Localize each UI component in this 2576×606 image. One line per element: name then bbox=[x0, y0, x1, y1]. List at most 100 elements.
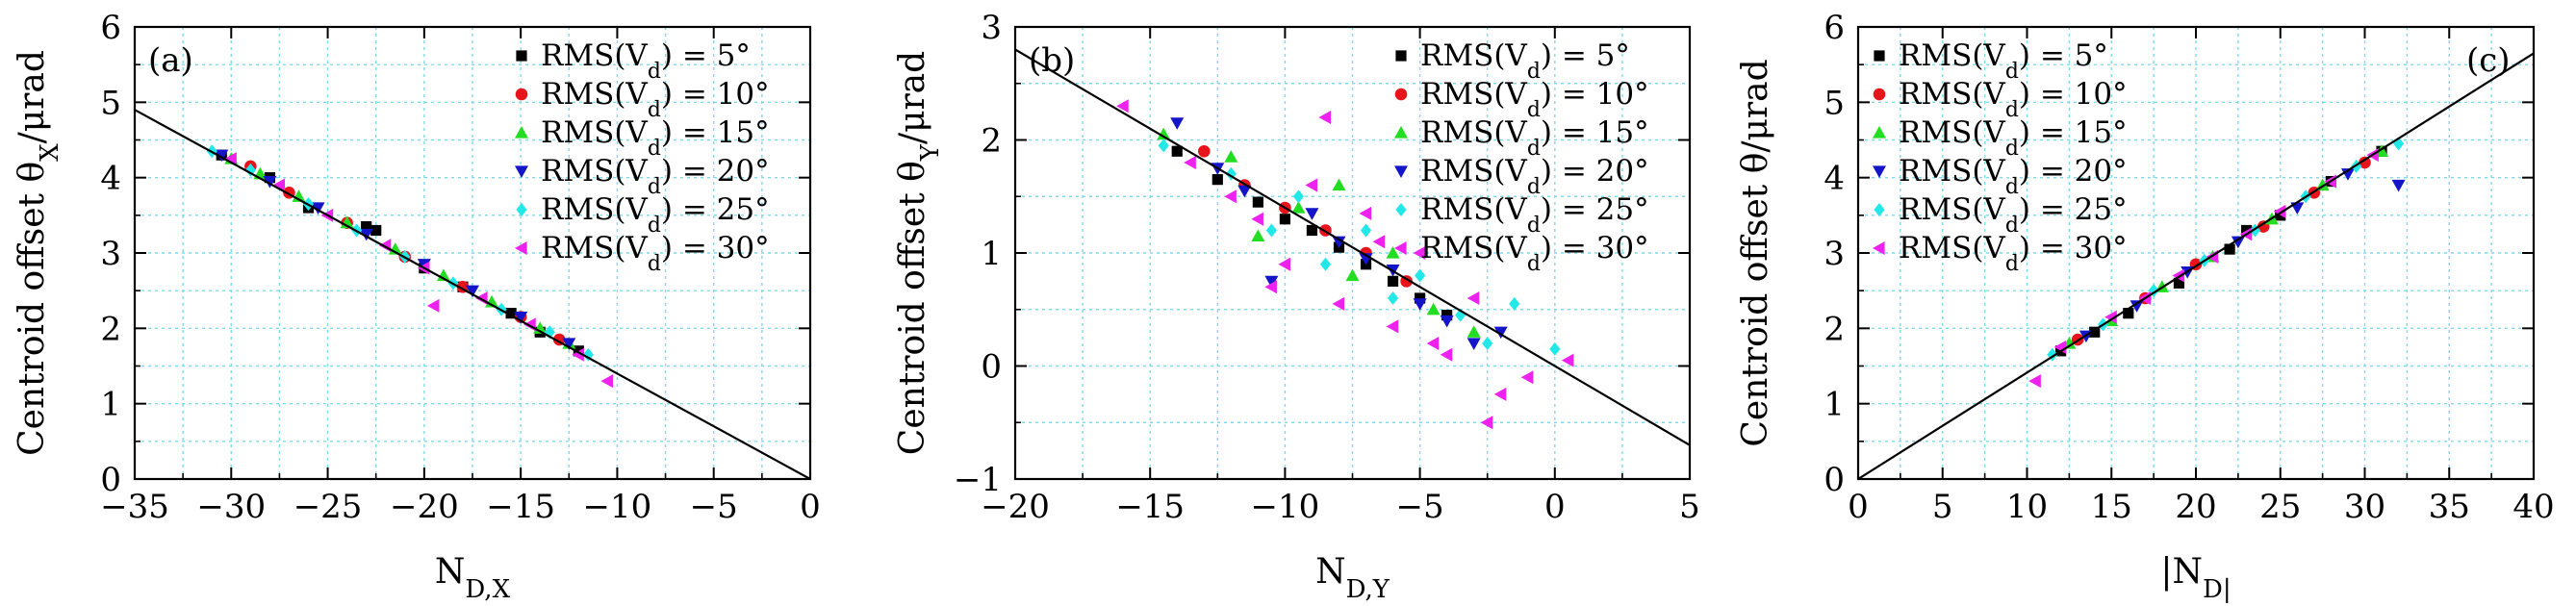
legend-marker bbox=[1395, 50, 1407, 62]
legend-label: RMS(Vd) = 30° bbox=[1420, 231, 1649, 276]
legend-marker bbox=[515, 165, 528, 178]
y-tick-label: 4 bbox=[100, 160, 121, 198]
series-4 bbox=[215, 149, 576, 350]
data-point bbox=[1211, 174, 1223, 186]
series-1 bbox=[1171, 145, 1453, 321]
data-point bbox=[1251, 229, 1265, 241]
x-tick-label: 20 bbox=[2175, 488, 2216, 526]
legend-marker bbox=[1874, 50, 1885, 62]
data-point bbox=[1415, 268, 1426, 283]
data-point bbox=[1332, 296, 1345, 311]
data-point bbox=[2359, 156, 2371, 169]
data-point bbox=[2104, 310, 2117, 324]
y-tick-label: 1 bbox=[1824, 386, 1845, 424]
data-point bbox=[1306, 224, 1318, 237]
y-tick-label: 6 bbox=[1824, 9, 1845, 47]
legend-marker bbox=[1874, 203, 1885, 216]
legend-label: RMS(Vd) = 25° bbox=[541, 192, 770, 238]
y-axis-label: Centroid offset θY/μrad bbox=[893, 51, 945, 455]
legend-marker bbox=[1394, 88, 1408, 101]
data-point bbox=[1197, 144, 1211, 158]
data-point bbox=[2275, 210, 2286, 221]
data-point bbox=[1440, 315, 1454, 328]
data-point bbox=[426, 298, 440, 313]
data-point bbox=[1413, 298, 1427, 311]
series-2 bbox=[1197, 144, 1413, 288]
legend-label: RMS(Vd) = 30° bbox=[1899, 231, 2128, 276]
data-point bbox=[2123, 308, 2134, 319]
data-point bbox=[505, 308, 517, 319]
legend-marker bbox=[515, 241, 527, 255]
legend-label: RMS(Vd) = 20° bbox=[1899, 154, 2128, 199]
data-point bbox=[2028, 374, 2041, 389]
legend-label: RMS(Vd) = 30° bbox=[541, 231, 770, 276]
data-point bbox=[1278, 257, 1290, 271]
panel-label: (a) bbox=[148, 41, 193, 80]
series-6 bbox=[1116, 99, 1574, 430]
legend-marker bbox=[1394, 241, 1407, 255]
data-point bbox=[1251, 212, 1263, 226]
x-tick-label: −30 bbox=[196, 488, 266, 526]
data-point bbox=[1157, 127, 1171, 140]
data-layer bbox=[1858, 52, 2534, 479]
data-point bbox=[466, 285, 479, 298]
grid bbox=[1015, 27, 1690, 479]
x-tick-label: −15 bbox=[1115, 488, 1185, 526]
data-point bbox=[311, 202, 325, 215]
chart-panel-a: −35 −30 −25 −20 −15 −10 −5 0 0 1 2 3 4 5 6 ND,X Centroid… bbox=[13, 9, 821, 604]
x-axis-label: |ND| bbox=[2160, 552, 2231, 604]
data-point bbox=[215, 149, 229, 163]
x-tick-label: 5 bbox=[1679, 488, 1700, 526]
legend-marker bbox=[1394, 126, 1408, 139]
data-point bbox=[582, 347, 594, 362]
data-point bbox=[1493, 387, 1507, 401]
data-point bbox=[1467, 325, 1481, 338]
data-point bbox=[2273, 204, 2286, 218]
legend: RMS(Vd) = 5°RMS(Vd) = 10°RMS(Vd) = 15°RM… bbox=[515, 38, 770, 276]
data-point bbox=[1319, 257, 1332, 271]
data-point bbox=[600, 374, 613, 389]
data-point bbox=[1224, 150, 1238, 163]
grid bbox=[1858, 27, 2534, 479]
data-point bbox=[1332, 236, 1346, 249]
x-tick-label: −5 bbox=[690, 488, 738, 526]
series-3 bbox=[1157, 127, 1481, 338]
y-tick-label: 2 bbox=[100, 310, 121, 348]
data-point bbox=[1482, 337, 1493, 350]
x-tick-label: −20 bbox=[390, 488, 459, 526]
data-point bbox=[263, 175, 277, 189]
y-tick-label: 1 bbox=[981, 235, 1002, 273]
data-point bbox=[1415, 292, 1426, 304]
data-point bbox=[572, 347, 584, 362]
legend-marker bbox=[1873, 88, 1886, 101]
data-point bbox=[1549, 341, 1561, 356]
legend-marker bbox=[516, 50, 527, 62]
data-point bbox=[1237, 185, 1252, 198]
data-point bbox=[1224, 189, 1237, 204]
data-point bbox=[370, 224, 382, 237]
data-point bbox=[1305, 178, 1318, 192]
data-point bbox=[573, 345, 584, 357]
x-axis-label: ND,Y bbox=[1315, 552, 1390, 604]
panel-label: (b) bbox=[1029, 41, 1075, 80]
fit-line bbox=[1858, 52, 2534, 479]
y-tick-label: 3 bbox=[100, 235, 121, 273]
data-point bbox=[361, 220, 372, 233]
data-point bbox=[1264, 275, 1279, 289]
data-point bbox=[514, 311, 528, 324]
x-tick-label: 10 bbox=[2006, 488, 2048, 526]
data-point bbox=[1360, 223, 1372, 238]
chart-panel-c: 0 5 10 15 20 25 30 35 40 0 1 2 3 4 5 6 |ND| Centroid offs… bbox=[1736, 9, 2555, 604]
data-point bbox=[1170, 117, 1185, 130]
data-point bbox=[1493, 326, 1508, 340]
x-axis-label: ND,X bbox=[435, 552, 511, 604]
y-tick-label: 3 bbox=[981, 9, 1002, 47]
legend-label: RMS(Vd) = 10° bbox=[1420, 77, 1649, 122]
legend-label: RMS(Vd) = 5° bbox=[1420, 38, 1630, 84]
legend-marker bbox=[515, 88, 528, 101]
data-point bbox=[1440, 347, 1453, 362]
legend: RMS(Vd) = 5°RMS(Vd) = 10°RMS(Vd) = 15°RM… bbox=[1394, 38, 1649, 276]
x-tick-label: −25 bbox=[293, 488, 363, 526]
legend-marker bbox=[1395, 203, 1407, 216]
